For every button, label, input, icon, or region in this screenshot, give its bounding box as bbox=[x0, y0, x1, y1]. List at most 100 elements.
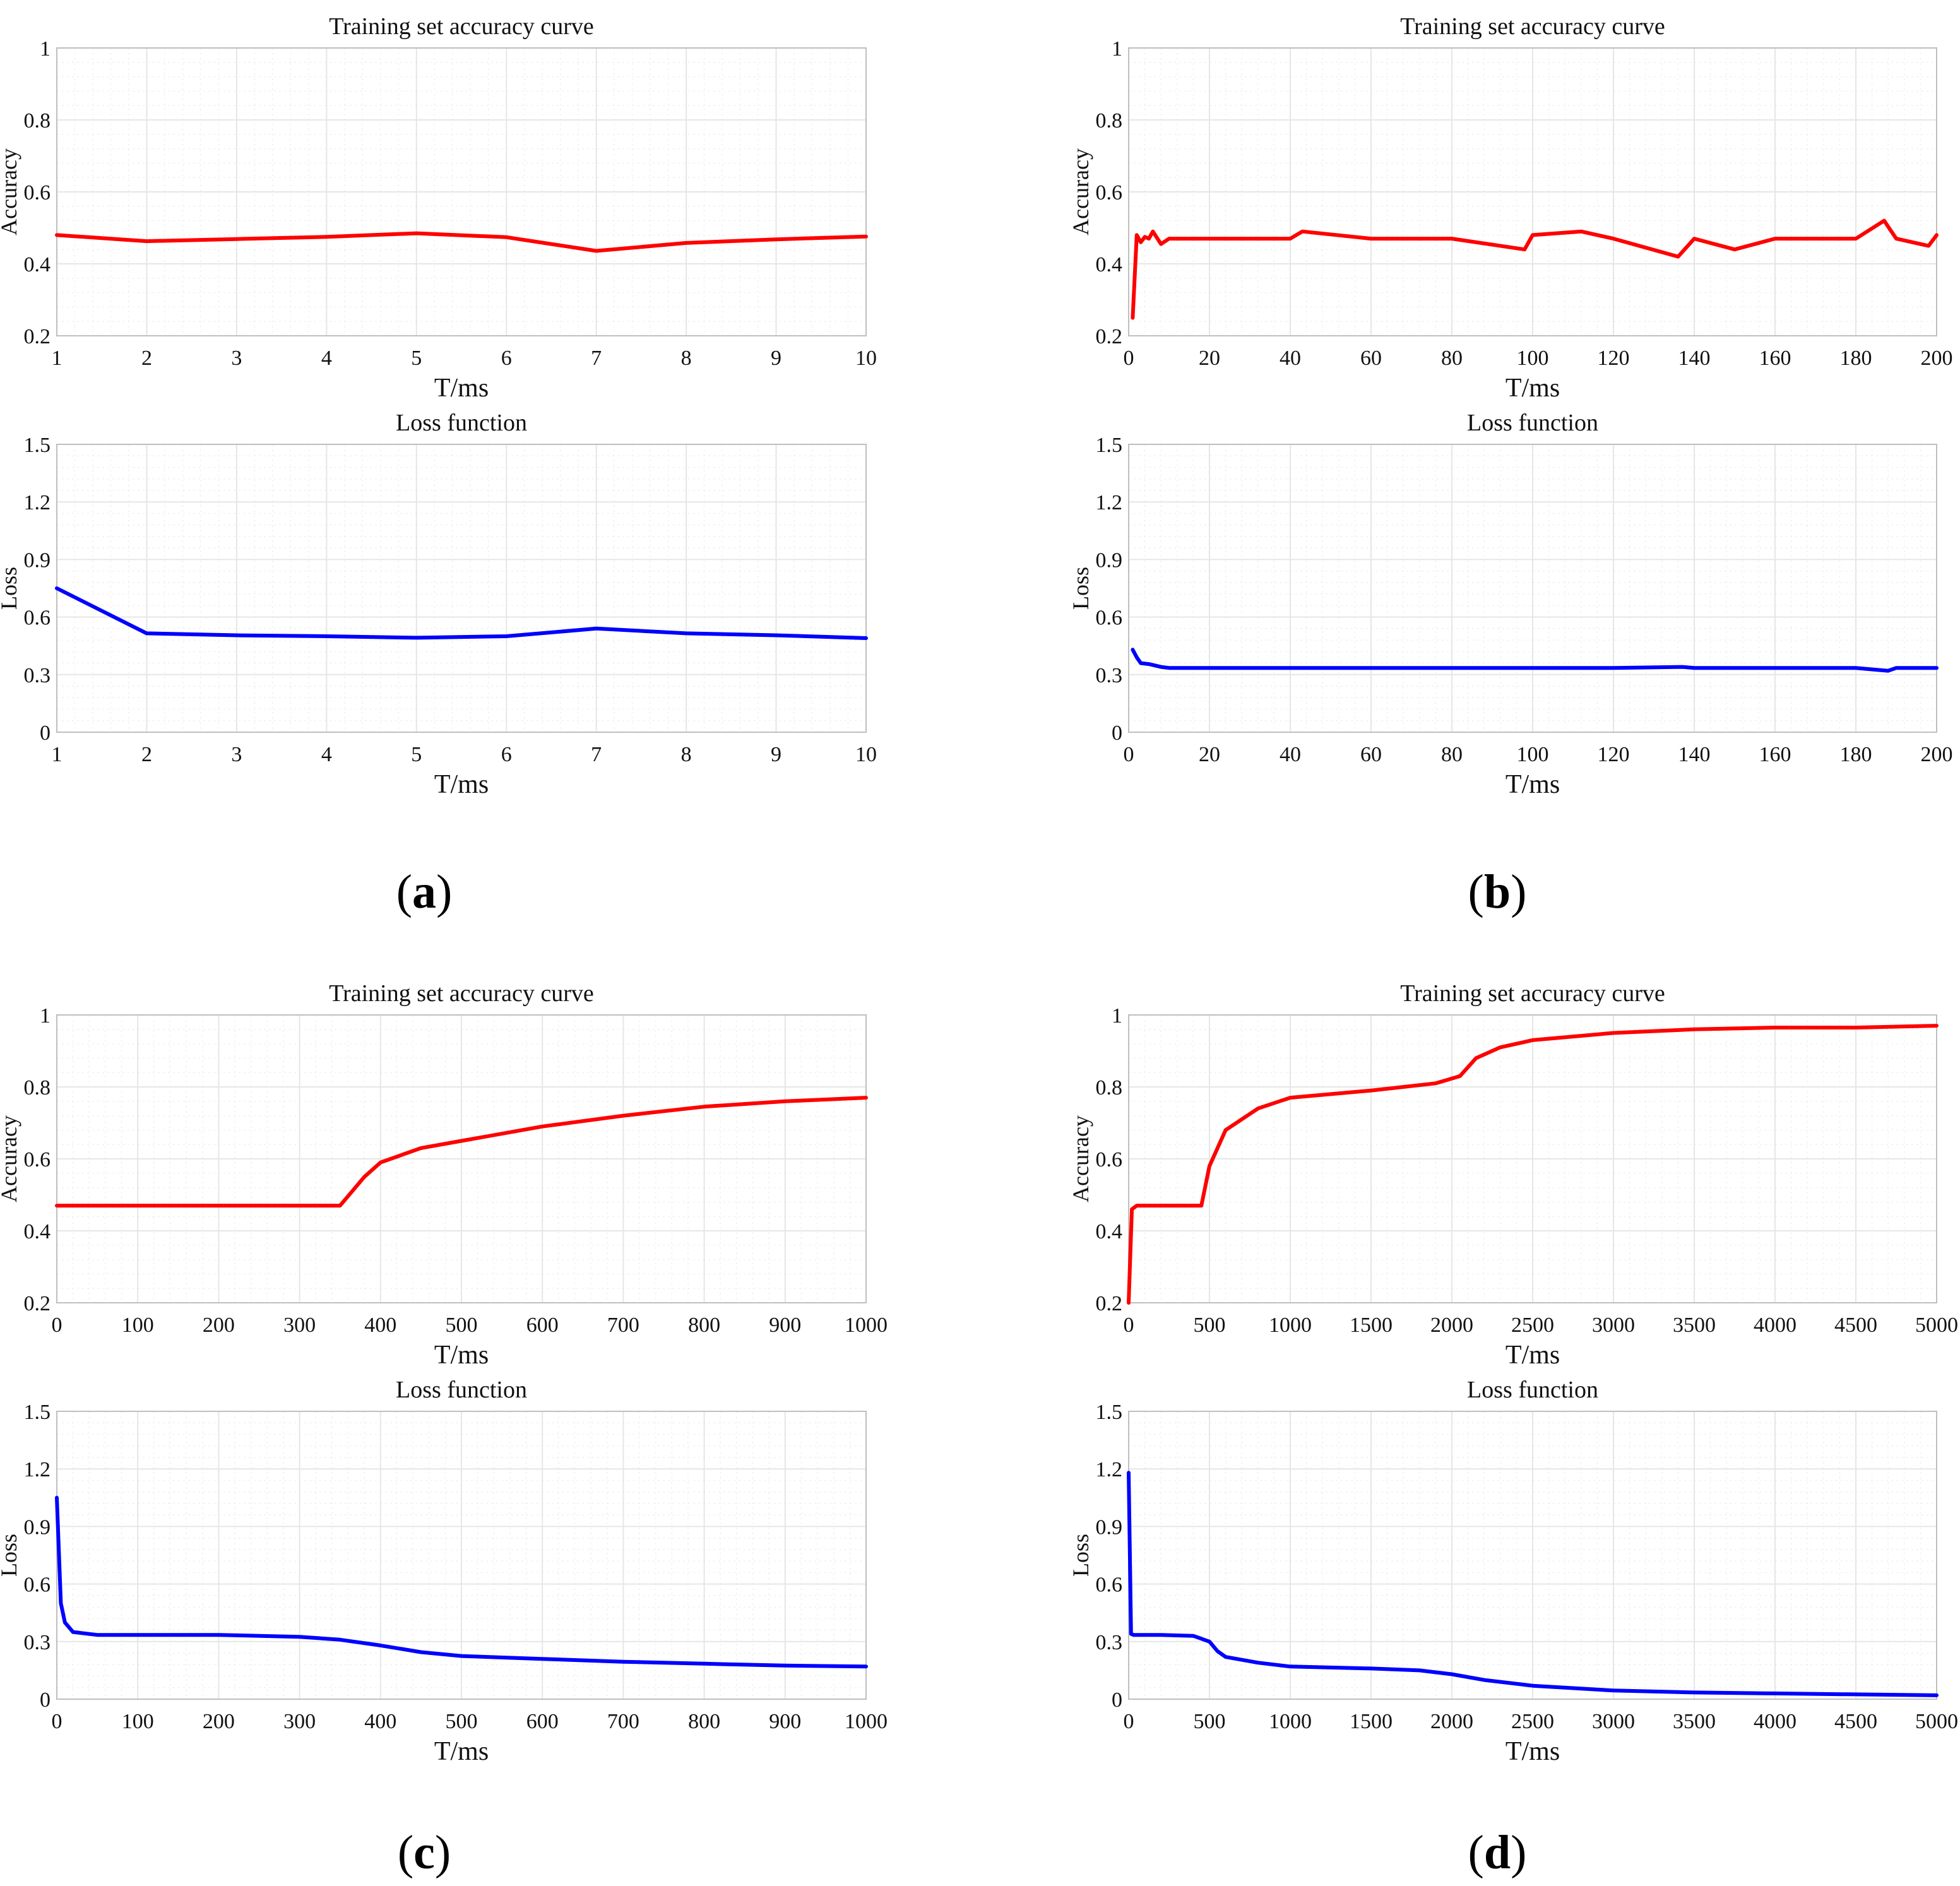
y-tick-label: 0.6 bbox=[24, 1574, 51, 1597]
y-tick-label: 0 bbox=[1112, 721, 1122, 745]
x-tick-label: 500 bbox=[446, 1710, 478, 1733]
x-tick-label: 900 bbox=[769, 1314, 801, 1337]
series-line-loss bbox=[55, 1495, 868, 1669]
x-tick-label: 900 bbox=[769, 1710, 801, 1733]
series-line-accuracy bbox=[55, 231, 868, 253]
x-tick-label: 2500 bbox=[1511, 1710, 1554, 1733]
x-tick-label: 400 bbox=[364, 1314, 396, 1337]
x-tick-label: 500 bbox=[1194, 1314, 1226, 1337]
chart-title: Training set accuracy curve bbox=[329, 980, 594, 1007]
y-tick-label: 1.2 bbox=[1096, 491, 1123, 514]
x-tick-label: 200 bbox=[203, 1710, 235, 1733]
y-tick-label: 0.4 bbox=[24, 253, 51, 276]
chart-title: Loss function bbox=[396, 410, 527, 436]
x-tick-label: 9 bbox=[771, 347, 781, 370]
x-tick-label: 400 bbox=[364, 1710, 396, 1733]
x-tick-label: 160 bbox=[1759, 347, 1791, 370]
x-tick-label: 7 bbox=[591, 743, 602, 766]
x-tick-label: 200 bbox=[203, 1314, 235, 1337]
axes-box bbox=[56, 1411, 867, 1700]
x-tick-label: 600 bbox=[526, 1710, 559, 1733]
y-tick-label: 1.2 bbox=[1096, 1458, 1123, 1481]
x-axis-label: T/ms bbox=[1506, 374, 1560, 403]
x-tick-label: 180 bbox=[1840, 743, 1872, 766]
y-tick-label: 0.6 bbox=[1096, 1574, 1123, 1597]
series-line-accuracy bbox=[1131, 218, 1939, 320]
series-line-accuracy bbox=[55, 1096, 868, 1208]
y-tick-label: 0.8 bbox=[24, 1076, 51, 1100]
panel-caption-a: (a) bbox=[396, 865, 453, 918]
chart-title: Training set accuracy curve bbox=[329, 13, 594, 40]
x-axis-label: T/ms bbox=[434, 770, 489, 799]
y-axis-label: Accuracy bbox=[0, 1115, 21, 1202]
y-tick-label: 0.8 bbox=[1096, 109, 1123, 133]
x-tick-label: 120 bbox=[1598, 743, 1630, 766]
chart-d-accuracy: 0 500 1000 1500 2000 2500 3000 3500 4000 4500 5000… bbox=[1068, 980, 1958, 1370]
x-tick-label: 160 bbox=[1759, 743, 1791, 766]
y-tick-label: 1 bbox=[40, 1004, 50, 1028]
y-tick-label: 0.6 bbox=[24, 181, 51, 205]
x-tick-label: 1500 bbox=[1350, 1314, 1393, 1337]
x-tick-label: 3500 bbox=[1673, 1710, 1716, 1733]
series-line-accuracy bbox=[1127, 1024, 1939, 1305]
plot-area bbox=[57, 444, 866, 732]
y-tick-label: 0.2 bbox=[24, 325, 51, 348]
x-tick-label: 60 bbox=[1360, 347, 1382, 370]
x-tick-label: 180 bbox=[1840, 347, 1872, 370]
y-tick-label: 0.9 bbox=[1096, 549, 1123, 572]
x-tick-label: 4000 bbox=[1754, 1314, 1797, 1337]
chart-a-loss: 1 2 3 4 5 6 7 8 9 10 0 0.3 0.6 0.9 1.2 1.5 Loss function… bbox=[0, 410, 877, 799]
x-tick-label: 8 bbox=[681, 743, 692, 766]
y-tick-label: 1.2 bbox=[24, 491, 51, 514]
y-tick-label: 0.3 bbox=[24, 664, 51, 687]
y-axis-label: Loss bbox=[1068, 1534, 1093, 1577]
panel-caption-b: (b) bbox=[1468, 865, 1527, 918]
series-line-loss bbox=[1131, 648, 1939, 673]
y-tick-label: 0.6 bbox=[24, 1148, 51, 1171]
chart-d-loss: 0 500 1000 1500 2000 2500 3000 3500 4000 4500 5000… bbox=[1068, 1377, 1958, 1766]
x-tick-label: 4 bbox=[321, 743, 332, 766]
x-tick-label: 1 bbox=[52, 743, 62, 766]
x-tick-label: 0 bbox=[1124, 1710, 1134, 1733]
x-tick-label: 40 bbox=[1280, 743, 1301, 766]
x-tick-label: 3500 bbox=[1673, 1314, 1716, 1337]
y-tick-label: 0.2 bbox=[1096, 1292, 1123, 1315]
x-tick-label: 100 bbox=[122, 1314, 154, 1337]
x-tick-label: 100 bbox=[1517, 347, 1549, 370]
y-tick-label: 0.4 bbox=[1096, 1220, 1123, 1243]
chart-title: Loss function bbox=[1467, 1377, 1598, 1403]
x-tick-label: 700 bbox=[607, 1314, 639, 1337]
x-tick-label: 20 bbox=[1199, 743, 1220, 766]
x-tick-label: 1000 bbox=[1269, 1710, 1312, 1733]
y-tick-label: 0.4 bbox=[24, 1220, 51, 1243]
x-tick-label: 2000 bbox=[1430, 1314, 1473, 1337]
x-tick-label: 100 bbox=[1517, 743, 1549, 766]
x-tick-label: 700 bbox=[607, 1710, 639, 1733]
x-tick-label: 500 bbox=[1194, 1710, 1226, 1733]
x-tick-label: 3 bbox=[231, 347, 242, 370]
x-tick-label: 8 bbox=[681, 347, 692, 370]
x-tick-label: 6 bbox=[501, 743, 512, 766]
x-tick-label: 3 bbox=[231, 743, 242, 766]
x-tick-label: 9 bbox=[771, 743, 781, 766]
x-tick-label: 800 bbox=[688, 1314, 720, 1337]
y-tick-label: 0.4 bbox=[1096, 253, 1123, 276]
x-tick-label: 6 bbox=[501, 347, 512, 370]
x-tick-label: 5 bbox=[411, 743, 422, 766]
chart-a-accuracy: 1 2 3 4 5 6 7 8 9 10 0.2 0.4 0.6 0.8 1 Training set acc… bbox=[0, 13, 877, 403]
y-tick-label: 1.5 bbox=[24, 1401, 51, 1424]
y-axis-label: Accuracy bbox=[0, 148, 21, 235]
panel-caption-c: (c) bbox=[397, 1826, 451, 1879]
x-tick-label: 2500 bbox=[1511, 1314, 1554, 1337]
axes-box bbox=[1128, 47, 1937, 336]
x-axis-label: T/ms bbox=[434, 1737, 489, 1766]
y-tick-label: 1.5 bbox=[1096, 434, 1123, 457]
y-tick-label: 1 bbox=[40, 37, 50, 61]
y-axis-label: Loss bbox=[1068, 567, 1093, 610]
x-tick-label: 0 bbox=[52, 1710, 62, 1733]
y-tick-label: 0.8 bbox=[1096, 1076, 1123, 1100]
x-tick-label: 10 bbox=[855, 347, 877, 370]
y-tick-label: 0 bbox=[1112, 1688, 1122, 1712]
x-tick-label: 10 bbox=[855, 743, 877, 766]
x-tick-label: 0 bbox=[1124, 1314, 1134, 1337]
